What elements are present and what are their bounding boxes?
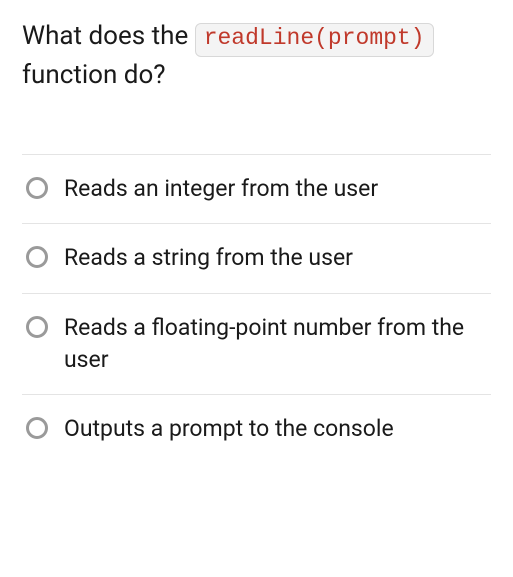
option-1[interactable]: Reads a string from the user: [22, 223, 491, 292]
options-list: Reads an integer from the user Reads a s…: [22, 154, 491, 463]
question-prefix: What does the: [22, 21, 188, 51]
option-0[interactable]: Reads an integer from the user: [22, 154, 491, 223]
question-text: What does the readLine(prompt) function …: [22, 18, 491, 94]
radio-icon[interactable]: [26, 246, 48, 268]
option-label: Outputs a prompt to the console: [64, 413, 394, 445]
radio-icon[interactable]: [26, 417, 48, 439]
radio-icon[interactable]: [26, 316, 48, 338]
option-2[interactable]: Reads a floating-point number from the u…: [22, 293, 491, 394]
option-label: Reads an integer from the user: [64, 173, 378, 205]
question-suffix: function do?: [22, 60, 166, 90]
code-inline: readLine(prompt): [195, 23, 434, 57]
radio-icon[interactable]: [26, 177, 48, 199]
option-label: Reads a floating-point number from the u…: [64, 312, 487, 376]
option-3[interactable]: Outputs a prompt to the console: [22, 394, 491, 463]
option-label: Reads a string from the user: [64, 242, 353, 274]
